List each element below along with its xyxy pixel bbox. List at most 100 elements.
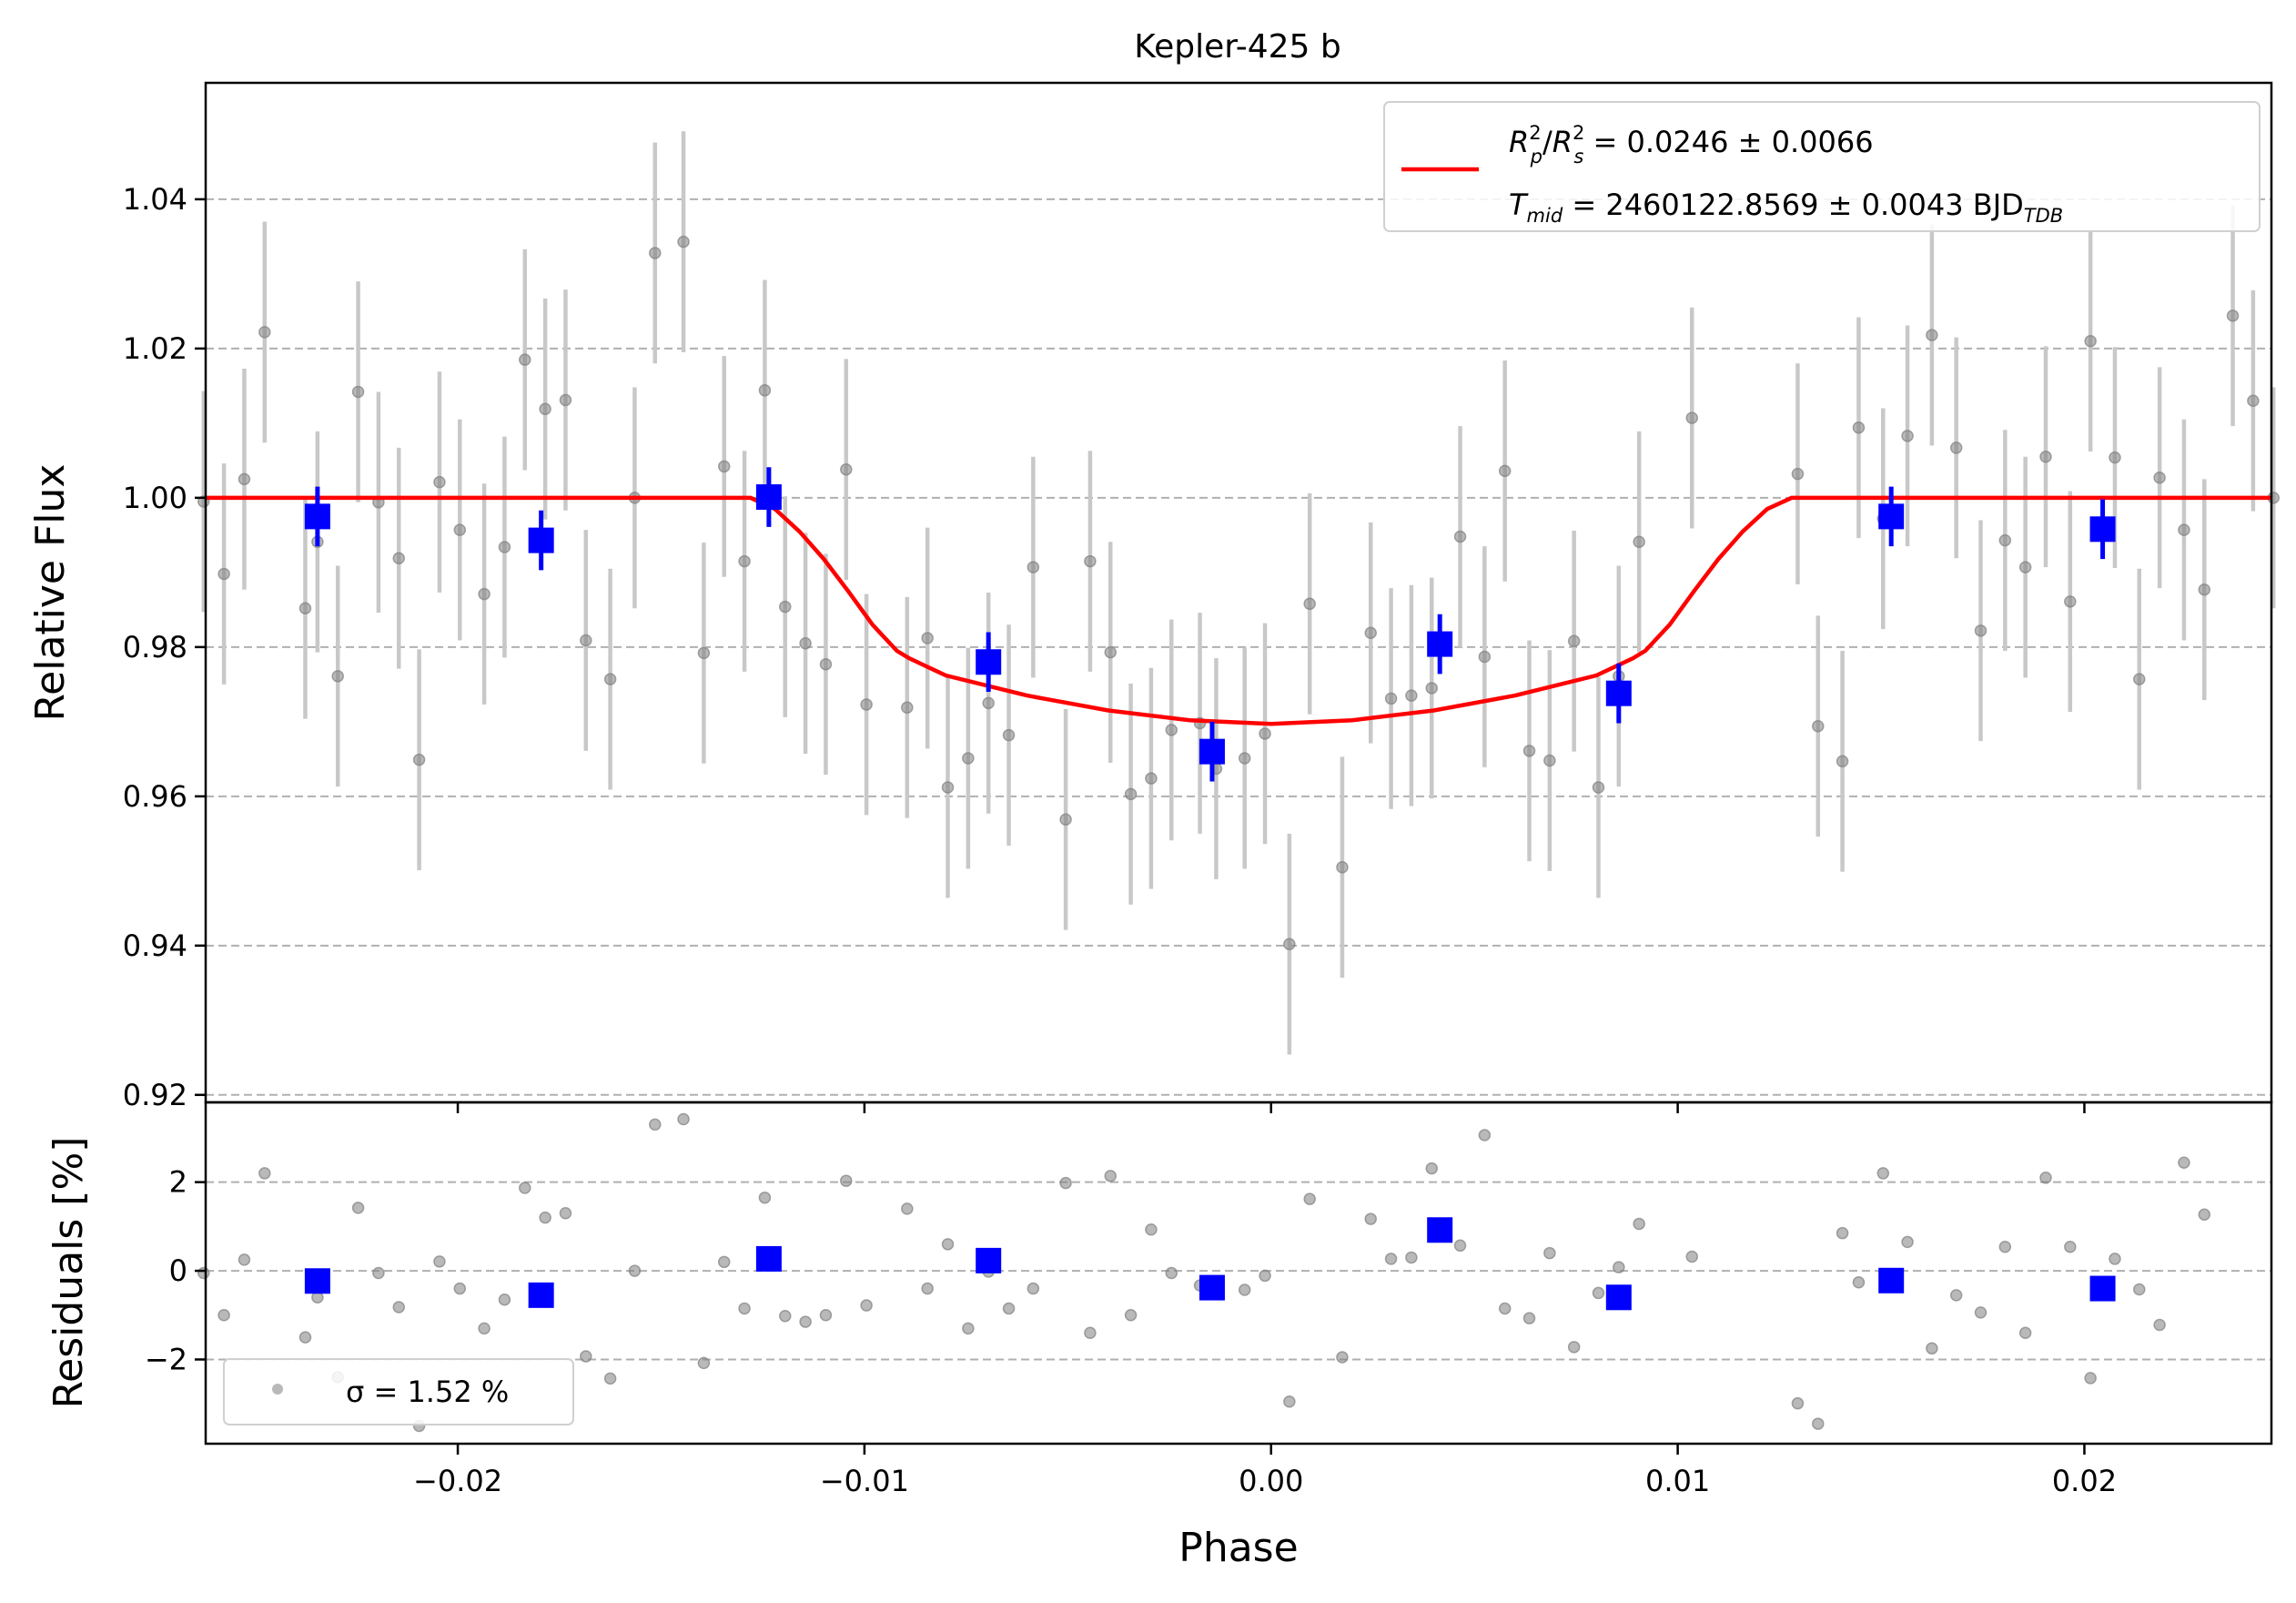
residual-raw-point: [1901, 1235, 1914, 1249]
residual-raw-point: [1259, 1269, 1271, 1283]
residual-raw-point: [819, 1309, 833, 1322]
residual-raw-point: [1027, 1282, 1040, 1295]
residual-raw-point: [1567, 1341, 1581, 1354]
flux-y-tick-label: 0.96: [123, 779, 187, 814]
flux-raw-point: [258, 326, 271, 339]
flux-raw-point: [603, 673, 617, 685]
flux-binned-point: [755, 484, 782, 511]
residual-raw-point: [603, 1372, 617, 1385]
residual-raw-point: [799, 1315, 812, 1328]
flux-raw-point: [1926, 329, 1938, 341]
residual-raw-point: [1283, 1395, 1296, 1408]
flux-raw-point: [1522, 745, 1536, 757]
residual-raw-point: [1165, 1266, 1178, 1280]
flux-raw-point: [519, 353, 531, 366]
residual-raw-point: [539, 1211, 551, 1224]
flux-binned-point: [304, 503, 330, 530]
flux-raw-point: [392, 552, 406, 565]
flux-raw-point: [860, 698, 873, 711]
flux-raw-point: [1498, 464, 1512, 478]
flux-raw-point: [1059, 813, 1072, 827]
residuals-panel-frame: [204, 1101, 2273, 1446]
phase-x-tick-label: 0.01: [1645, 1464, 1710, 1498]
flux-binned-point: [976, 649, 1002, 675]
residual-raw-point: [1836, 1226, 1849, 1240]
flux-raw-point: [412, 753, 426, 766]
residuals-panel: −2 0 2 −0.02 −0.01 0.00 0.01 0.02 Residuals [%…: [46, 1101, 2273, 1571]
flux-raw-point: [941, 781, 955, 794]
residual-raw-point: [1478, 1129, 1492, 1141]
residuals-binned-points: [304, 1217, 2116, 1311]
flux-raw-point: [1633, 535, 1645, 548]
flux-raw-point: [2018, 561, 2032, 573]
phase-x-ticks: −0.02 −0.01 0.00 0.01 0.02: [413, 1102, 2117, 1498]
flux-raw-point: [819, 657, 833, 671]
flux-raw-point: [2178, 523, 2190, 536]
residual-raw-point: [738, 1302, 751, 1315]
flux-y-tick-label: 1.00: [123, 481, 187, 515]
flux-raw-point: [982, 696, 995, 710]
flux-raw-point: [2133, 673, 2146, 685]
residuals-y-tick-label: −2: [145, 1342, 187, 1376]
flux-y-tick-label: 1.02: [123, 331, 187, 366]
flux-raw-point: [1303, 597, 1316, 611]
transit-model-line: [206, 495, 2271, 726]
flux-raw-point: [962, 752, 975, 765]
flux-raw-point: [2084, 334, 2097, 348]
residual-raw-point: [580, 1350, 592, 1363]
residual-raw-point: [1498, 1302, 1512, 1315]
residual-raw-point: [1384, 1253, 1398, 1265]
residual-raw-point: [1336, 1351, 1349, 1364]
flux-y-axis-label: Relative Flux: [27, 464, 74, 722]
residual-raw-point: [1104, 1170, 1117, 1182]
flux-raw-point: [799, 637, 812, 650]
flux-raw-point: [1084, 554, 1097, 568]
residual-binned-point: [755, 1245, 782, 1272]
residual-raw-point: [1364, 1212, 1377, 1225]
flux-raw-point: [1124, 787, 1138, 801]
residual-binned-point: [2089, 1275, 2116, 1302]
residual-raw-point: [1876, 1167, 1890, 1180]
residual-raw-point: [677, 1112, 690, 1126]
flux-raw-point: [1364, 626, 1377, 640]
flux-raw-point: [1592, 781, 1605, 794]
residual-raw-point: [2064, 1241, 2077, 1253]
flux-raw-point: [1974, 624, 1988, 637]
residual-raw-point: [1852, 1275, 1866, 1289]
flux-raw-point: [2198, 583, 2211, 596]
residual-raw-point: [1303, 1192, 1316, 1205]
residual-raw-point: [1084, 1326, 1097, 1339]
residuals-raw-points: [197, 1112, 2211, 1433]
residuals-y-axis-label: Residuals [%]: [46, 1137, 92, 1409]
residual-raw-point: [1405, 1251, 1418, 1264]
residual-raw-point: [1949, 1289, 1963, 1302]
residual-raw-point: [2084, 1372, 2097, 1385]
flux-raw-point: [697, 646, 711, 660]
residual-raw-point: [2018, 1326, 2032, 1339]
flux-binned-point: [528, 527, 554, 553]
flux-raw-point: [2039, 451, 2052, 463]
flux-raw-point: [433, 475, 446, 489]
flux-raw-point: [738, 554, 751, 568]
residual-raw-point: [2198, 1208, 2211, 1221]
residuals-legend: σ = 1.52 %: [223, 1358, 574, 1425]
flux-binned-point: [1199, 738, 1225, 765]
residual-raw-point: [1926, 1342, 1938, 1355]
residuals-y-tick-label: 0: [169, 1253, 187, 1288]
flux-raw-point: [717, 460, 731, 473]
residual-raw-point: [433, 1255, 446, 1268]
residual-raw-point: [921, 1282, 934, 1295]
flux-raw-point: [351, 385, 365, 399]
flux-raw-point: [1002, 728, 1016, 742]
legend-residual-marker: [272, 1384, 283, 1395]
residual-raw-point: [298, 1331, 312, 1344]
flux-y-tick-label: 1.04: [123, 182, 187, 217]
residuals-y-tick-label: 2: [169, 1165, 187, 1200]
phase-x-tick-label: −0.01: [820, 1464, 909, 1498]
flux-raw-point: [779, 600, 792, 614]
residual-raw-point: [217, 1309, 230, 1322]
residual-raw-point: [372, 1266, 385, 1280]
residual-raw-point: [351, 1202, 365, 1214]
flux-y-tick-label: 0.92: [123, 1078, 187, 1112]
